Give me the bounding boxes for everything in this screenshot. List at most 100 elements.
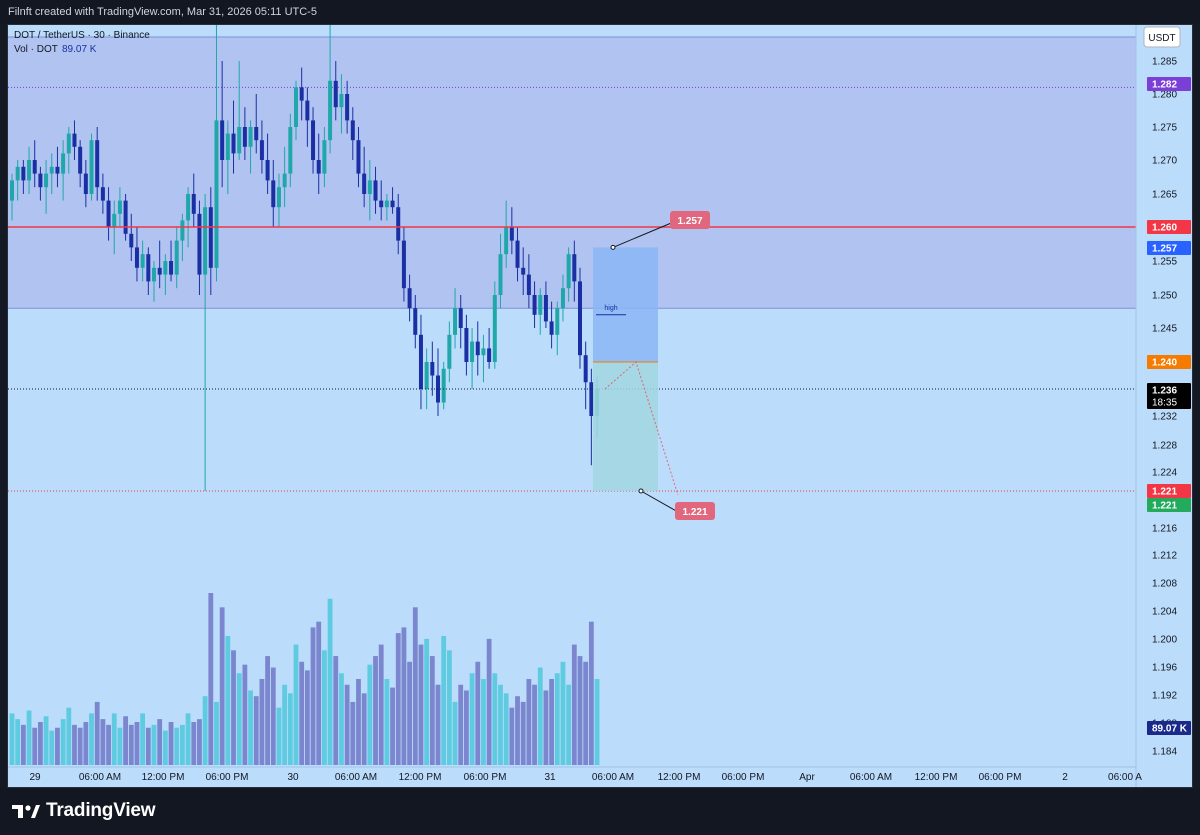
candle-body[interactable] <box>276 187 281 208</box>
candle-body[interactable] <box>521 267 526 275</box>
currency-box[interactable] <box>1143 26 1181 48</box>
candle-body[interactable] <box>44 173 49 188</box>
candle-body[interactable] <box>129 233 134 248</box>
candle-body[interactable] <box>509 227 514 241</box>
candle-body[interactable] <box>169 261 174 275</box>
candle-body[interactable] <box>55 166 60 174</box>
candle-body[interactable] <box>305 100 310 121</box>
candle-body[interactable] <box>475 341 480 356</box>
candle-body[interactable] <box>538 295 543 315</box>
candle-body[interactable] <box>117 200 122 214</box>
candle-body[interactable] <box>367 180 372 194</box>
candle-body[interactable] <box>481 348 486 356</box>
candle-body[interactable] <box>152 267 156 282</box>
candle-body[interactable] <box>333 80 338 108</box>
candle-body[interactable] <box>10 180 14 201</box>
candle-body[interactable] <box>396 207 401 241</box>
candle-body[interactable] <box>532 295 537 315</box>
candle-body[interactable] <box>180 220 185 241</box>
callout-bottom-box[interactable] <box>675 502 715 520</box>
candle-body[interactable] <box>504 227 509 255</box>
candle-body[interactable] <box>242 127 247 147</box>
candle-body[interactable] <box>174 240 179 275</box>
candle-body[interactable] <box>237 127 242 154</box>
candle-body[interactable] <box>464 328 469 362</box>
candle-body[interactable] <box>407 288 412 309</box>
candle-body[interactable] <box>356 140 361 174</box>
candle-body[interactable] <box>487 348 492 362</box>
candle-body[interactable] <box>214 120 219 268</box>
candle-body[interactable] <box>470 341 475 362</box>
candle-body[interactable] <box>100 187 105 201</box>
candle-body[interactable] <box>123 200 128 234</box>
candle-body[interactable] <box>384 200 389 208</box>
candle-body[interactable] <box>197 213 202 275</box>
candle-body[interactable] <box>61 153 66 174</box>
candle-body[interactable] <box>225 133 230 160</box>
candle-body[interactable] <box>66 133 71 154</box>
short-stop-zone[interactable] <box>593 247 658 362</box>
candle-body[interactable] <box>208 207 213 268</box>
candle-body[interactable] <box>89 140 94 194</box>
candle-body[interactable] <box>390 200 395 208</box>
candle-body[interactable] <box>140 254 145 268</box>
candle-body[interactable] <box>543 295 548 322</box>
candle-body[interactable] <box>413 308 418 335</box>
time-axis-panel[interactable] <box>8 767 1192 787</box>
candle-body[interactable] <box>282 173 287 188</box>
candle-body[interactable] <box>186 194 191 221</box>
candle-body[interactable] <box>265 160 270 181</box>
candle-body[interactable] <box>259 140 264 160</box>
candle-body[interactable] <box>362 173 367 194</box>
candle-body[interactable] <box>248 127 253 147</box>
candle-body[interactable] <box>134 247 139 268</box>
candle-body[interactable] <box>401 240 406 289</box>
candle-body[interactable] <box>560 288 565 309</box>
candle-body[interactable] <box>220 120 225 160</box>
candle-body[interactable] <box>32 160 37 174</box>
candle-body[interactable] <box>146 254 151 282</box>
candle-body[interactable] <box>27 160 32 181</box>
candle-body[interactable] <box>566 254 571 289</box>
candle-body[interactable] <box>572 254 577 282</box>
candle-body[interactable] <box>339 94 344 108</box>
candle-body[interactable] <box>95 140 100 188</box>
candle-body[interactable] <box>83 173 88 194</box>
candle-body[interactable] <box>458 308 463 328</box>
candle-body[interactable] <box>373 180 378 201</box>
candle-body[interactable] <box>316 160 321 174</box>
candle-body[interactable] <box>441 368 446 403</box>
candle-body[interactable] <box>203 207 208 275</box>
candle-body[interactable] <box>578 281 582 356</box>
short-target-zone[interactable] <box>593 362 658 491</box>
candle-body[interactable] <box>350 120 355 141</box>
supply-zone[interactable] <box>8 37 1136 309</box>
candle-body[interactable] <box>430 362 435 376</box>
candle-body[interactable] <box>583 355 588 383</box>
candle-body[interactable] <box>72 133 77 147</box>
candle-body[interactable] <box>379 200 384 208</box>
candle-body[interactable] <box>589 382 594 416</box>
candle-body[interactable] <box>453 308 458 335</box>
candle-body[interactable] <box>515 240 520 268</box>
candle-body[interactable] <box>418 334 423 389</box>
candle-body[interactable] <box>311 120 316 160</box>
candle-body[interactable] <box>549 321 554 335</box>
candle-body[interactable] <box>424 362 429 389</box>
candle-body[interactable] <box>231 133 236 154</box>
candle-body[interactable] <box>447 334 452 369</box>
candle-body[interactable] <box>299 87 304 101</box>
candle-body[interactable] <box>436 375 440 403</box>
candle-body[interactable] <box>271 180 276 208</box>
candle-body[interactable] <box>157 267 162 275</box>
candle-body[interactable] <box>15 166 20 181</box>
candle-body[interactable] <box>345 94 350 121</box>
candle-body[interactable] <box>328 80 333 141</box>
candle-body[interactable] <box>49 166 54 174</box>
candle-body[interactable] <box>106 200 111 227</box>
candle-body[interactable] <box>492 295 497 362</box>
candle-body[interactable] <box>294 87 298 127</box>
candle-body[interactable] <box>163 261 168 275</box>
candle-body[interactable] <box>191 194 196 214</box>
candle-body[interactable] <box>322 140 327 174</box>
